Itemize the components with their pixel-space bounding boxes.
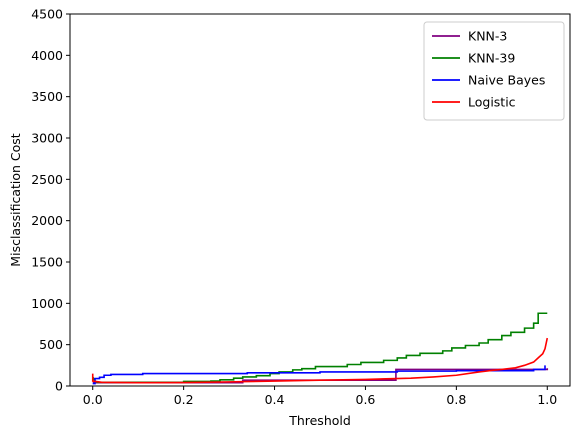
legend-label-naive-bayes: Naive Bayes: [468, 73, 545, 88]
y-tick-label: 2500: [31, 172, 63, 187]
y-tick-label: 3000: [31, 131, 63, 146]
legend-label-logistic: Logistic: [468, 95, 516, 110]
x-tick-label: 0.0: [83, 392, 103, 407]
y-tick-label: 3500: [31, 89, 63, 104]
y-tick-label: 2000: [31, 213, 63, 228]
y-tick-label: 1500: [31, 255, 63, 270]
x-axis: 0.0 0.2 0.4 0.6 0.8 1.0: [83, 386, 557, 407]
y-tick-label: 0: [55, 379, 63, 394]
x-tick-label: 0.8: [446, 392, 466, 407]
y-tick-label: 4500: [31, 7, 63, 22]
x-tick-label: 0.4: [265, 392, 285, 407]
legend: KNN-3 KNN-39 Naive Bayes Logistic: [424, 22, 564, 120]
x-tick-label: 0.2: [174, 392, 194, 407]
y-axis-label: Misclassification Cost: [8, 133, 23, 266]
y-axis: 0 500 1000 1500 2000 2500 3000 3500 4000 4500: [31, 7, 70, 394]
x-axis-label: Threshold: [288, 413, 351, 428]
x-tick-label: 1.0: [537, 392, 557, 407]
y-tick-label: 1000: [31, 296, 63, 311]
legend-label-knn-3: KNN-3: [468, 29, 507, 44]
y-tick-label: 4000: [31, 48, 63, 63]
legend-label-knn-39: KNN-39: [468, 51, 515, 66]
y-tick-label: 500: [39, 337, 63, 352]
x-tick-label: 0.6: [356, 392, 376, 407]
